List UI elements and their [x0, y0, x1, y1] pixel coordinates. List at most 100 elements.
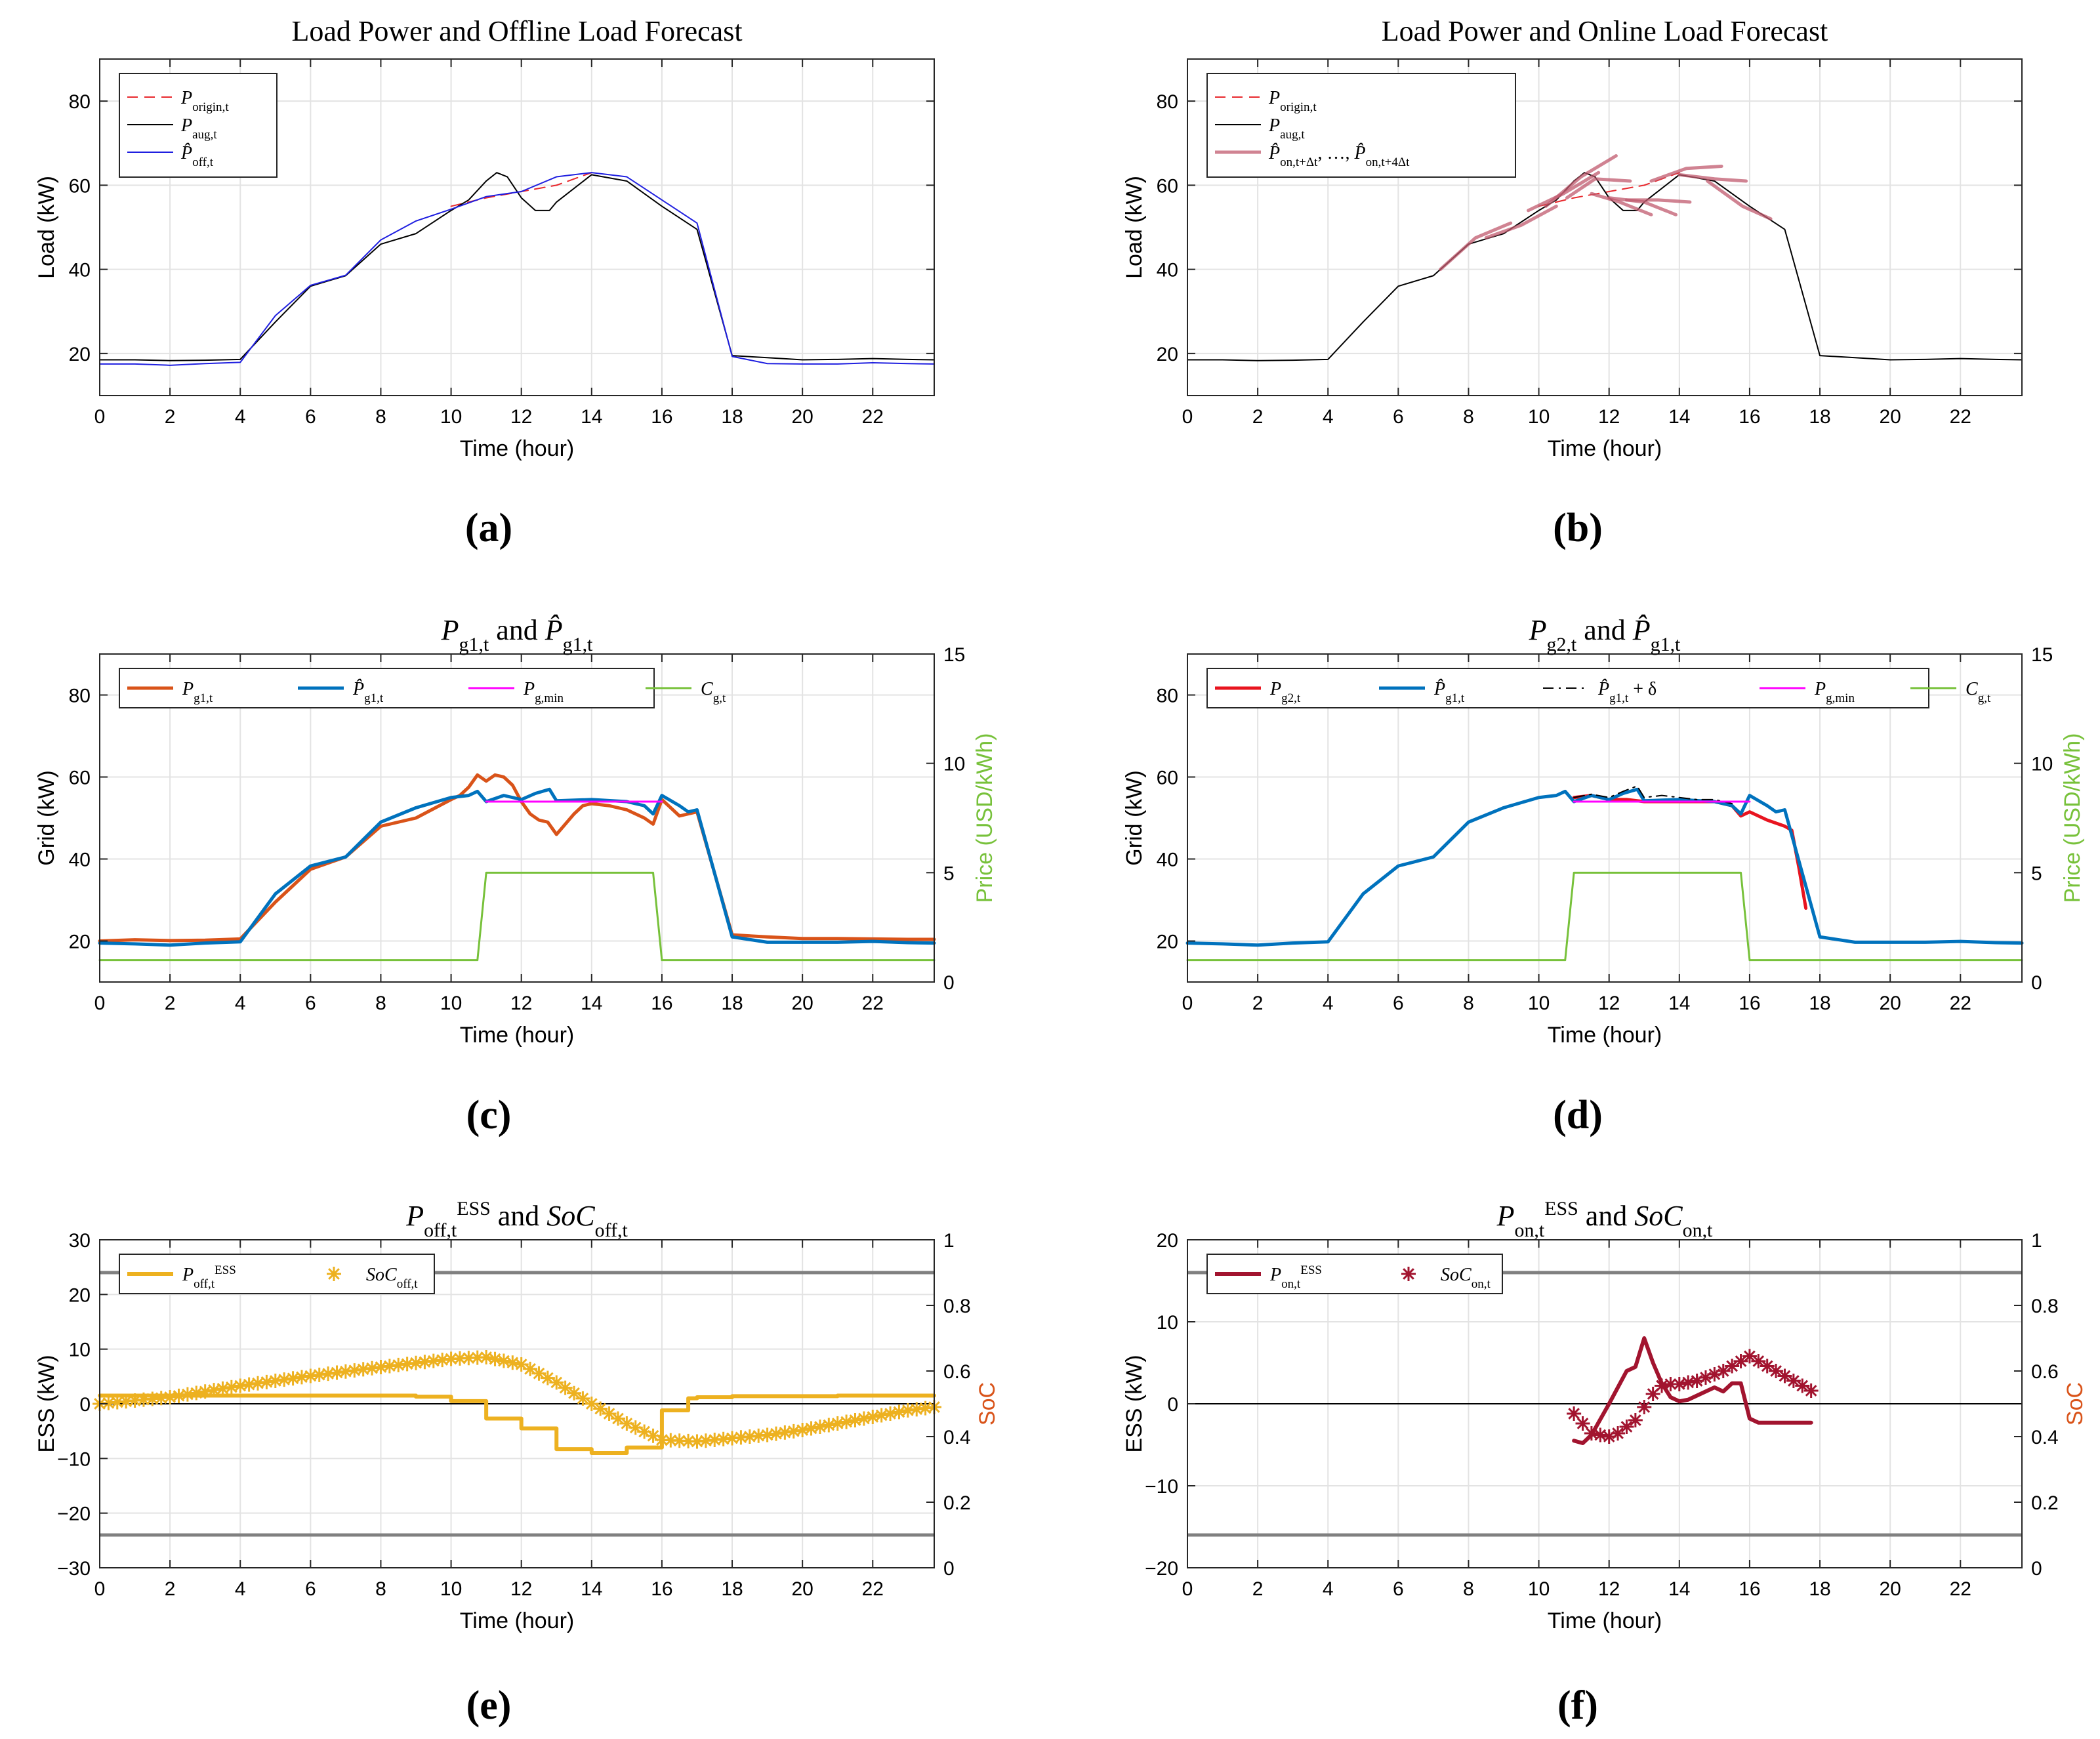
- x-tick-label: 12: [1598, 1578, 1620, 1600]
- legend: Pg1,t P̂g1,t Pg,min Cg,t: [119, 668, 726, 708]
- y2-tick-label: 15: [943, 644, 965, 666]
- legend-label: Pon,tESS: [1269, 1263, 1322, 1291]
- x-tick-label: 20: [791, 406, 813, 428]
- marker-point: [672, 1433, 687, 1448]
- marker-point: [224, 1380, 239, 1395]
- marker-point: [110, 1395, 125, 1410]
- y-tick-label: 60: [69, 175, 91, 197]
- marker-point: [1716, 1364, 1731, 1378]
- y2-axis-label: Price (USD/kWh): [972, 733, 997, 903]
- legend-label: Pg1,t: [182, 679, 213, 705]
- legend-label: Paug,t: [1268, 115, 1305, 142]
- marker-point: [1707, 1367, 1722, 1381]
- series-forecast-9: [1649, 165, 1723, 183]
- marker-point: [628, 1420, 643, 1435]
- marker-point: [101, 1395, 116, 1410]
- y-axis-label: Grid (kW): [1122, 770, 1147, 865]
- legend-label: P̂g1,t: [1433, 679, 1465, 705]
- axes-frame: [1187, 58, 2023, 396]
- legend: Pg2,t P̂g1,t P̂g1,t + δ Pg,min Cg,t: [1206, 668, 1991, 708]
- legend-box: [119, 668, 655, 708]
- legend-label: Pg2,t: [1269, 679, 1301, 705]
- marker-point: [145, 1391, 160, 1406]
- marker-point: [646, 1428, 661, 1443]
- marker-point: [233, 1378, 248, 1393]
- x-tick-label: 20: [791, 992, 813, 1014]
- marker-point: [505, 1355, 520, 1370]
- x-tick-label: 0: [94, 406, 106, 428]
- marker-point: [1645, 1387, 1660, 1401]
- x-tick-label: 16: [1739, 992, 1760, 1014]
- chart-b: 0 2 4 6 8 10 12 14 16 18 20 22 20 40 60 80 Time (hour) Lo…: [1122, 15, 2023, 461]
- x-tick-label: 2: [165, 1578, 176, 1600]
- marker-point: [294, 1370, 309, 1385]
- marker-point: [321, 1366, 336, 1381]
- series-C_g,t: [1186, 871, 2023, 962]
- panel-label-e: (e): [466, 1683, 512, 1728]
- marker-point: [909, 1402, 924, 1417]
- marker-point: [136, 1392, 151, 1407]
- panel-label-b: (b): [1553, 506, 1603, 550]
- y-tick-label: −10: [1145, 1476, 1178, 1498]
- chart-title: Pg2,t and P̂g1,t: [1529, 614, 1681, 655]
- y2-tick-label: 15: [2031, 644, 2053, 666]
- marker-point: [918, 1401, 933, 1416]
- marker-point: [241, 1377, 257, 1392]
- marker-point: [329, 1365, 344, 1380]
- axes-frame: [99, 653, 935, 983]
- marker-point: [461, 1351, 476, 1366]
- y2-tick-label: 0: [2031, 1558, 2042, 1580]
- legend: Pon,tESS SoCon,t: [1206, 1254, 1503, 1294]
- marker-point: [610, 1411, 625, 1426]
- legend-label: Porigin,t: [180, 88, 229, 114]
- legend-label: Cg,t: [701, 679, 726, 705]
- x-tick-label: 18: [721, 1578, 743, 1600]
- x-tick-label: 20: [1879, 406, 1901, 428]
- marker-point: [259, 1374, 274, 1389]
- marker-point: [251, 1376, 266, 1391]
- marker-point: [1593, 1427, 1608, 1442]
- marker-point: [795, 1423, 810, 1437]
- marker-point: [812, 1420, 827, 1434]
- x-tick-label: 8: [1463, 1578, 1474, 1600]
- series-forecast-4: [1544, 153, 1618, 208]
- x-tick-label: 14: [1668, 1578, 1690, 1600]
- marker-point: [1601, 1429, 1616, 1444]
- series-forecast-11: [1706, 179, 1773, 221]
- marker-point: [707, 1433, 722, 1447]
- series-forecast-10: [1678, 173, 1748, 183]
- panel-label-c: (c): [466, 1093, 512, 1137]
- marker-point: [1751, 1354, 1766, 1368]
- marker-point: [856, 1411, 871, 1426]
- x-tick-label: 2: [165, 406, 176, 428]
- x-tick-label: 12: [510, 406, 532, 428]
- chart-d: 0 2 4 6 8 10 12 14 16 18 20 22 20 40 60 80 0 5 10 15 Time (h…: [1122, 614, 2085, 1048]
- marker-point: [391, 1357, 406, 1372]
- y2-tick-label: 0: [943, 1558, 955, 1580]
- marker-point: [768, 1426, 783, 1441]
- y2-tick-label: 1: [2031, 1230, 2042, 1252]
- x-axis-label: Time (hour): [1548, 1608, 1662, 1633]
- y2-tick-label: 10: [943, 754, 965, 775]
- series-P_off,t^ESS: [98, 1393, 936, 1455]
- legend-label: Poff,tESS: [182, 1263, 236, 1291]
- x-tick-label: 2: [1252, 1578, 1264, 1600]
- marker-point: [839, 1414, 854, 1429]
- x-tick-label: 0: [1182, 1578, 1193, 1600]
- marker-point: [786, 1423, 801, 1439]
- x-tick-label: 8: [1463, 406, 1474, 428]
- marker-point: [373, 1360, 388, 1374]
- marker-point: [1611, 1426, 1626, 1441]
- marker-point: [180, 1387, 195, 1402]
- marker-point: [127, 1393, 142, 1408]
- marker-point: [417, 1355, 432, 1370]
- y2-tick-label: 0.4: [2031, 1427, 2059, 1448]
- y2-axis-label: Price (USD/kWh): [2060, 733, 2085, 903]
- marker-point: [1584, 1426, 1599, 1441]
- series-P_aug,t: [1187, 172, 2023, 361]
- x-tick-label: 12: [1598, 992, 1620, 1014]
- y2-tick-label: 0: [2031, 972, 2042, 994]
- marker-point: [1725, 1359, 1740, 1374]
- y-tick-label: 60: [69, 767, 91, 789]
